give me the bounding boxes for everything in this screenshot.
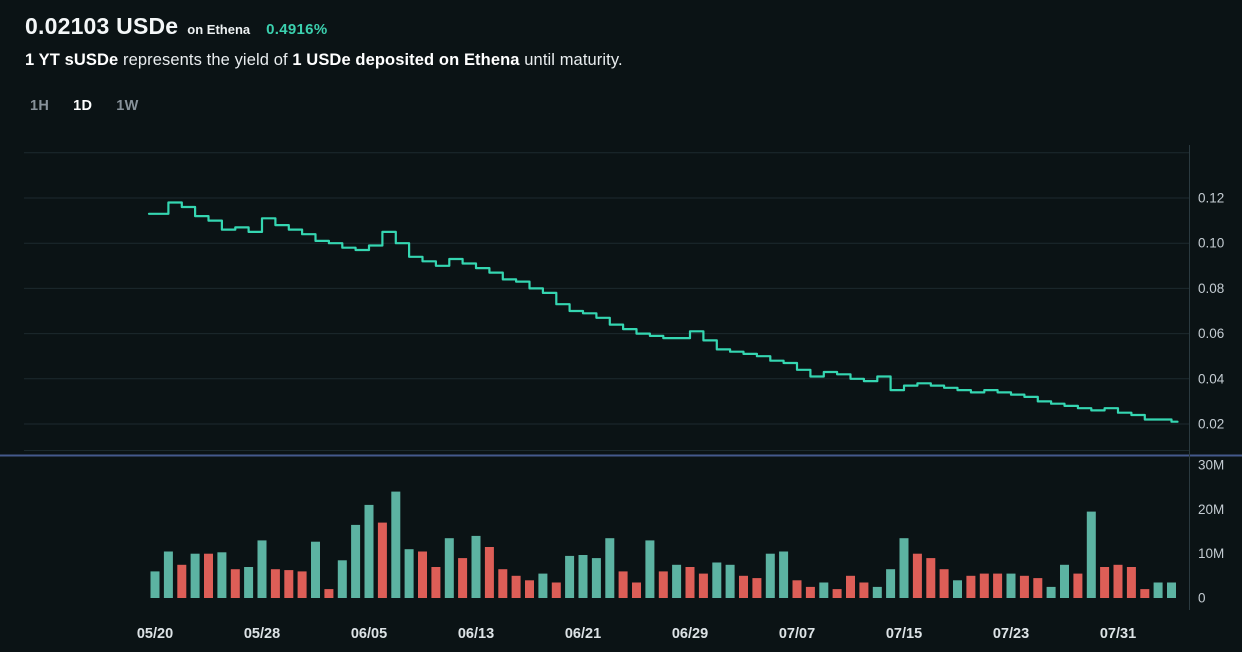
svg-text:10M: 10M [1198, 546, 1224, 561]
description-text-2: until maturity. [519, 51, 623, 69]
description-bold-deposit: 1 USDe deposited on Ethena [292, 51, 520, 69]
svg-text:06/13: 06/13 [458, 626, 494, 642]
network-label: on Ethena [187, 22, 251, 37]
price-line [147, 201, 1179, 423]
svg-text:0.10: 0.10 [1198, 236, 1224, 251]
svg-text:07/31: 07/31 [1100, 626, 1136, 642]
svg-text:07/07: 07/07 [779, 626, 815, 642]
grid-lines [24, 152, 1189, 451]
description-text-1: represents the yield of [118, 51, 293, 69]
svg-text:06/05: 06/05 [351, 626, 387, 642]
svg-text:06/21: 06/21 [565, 626, 601, 642]
yield-percentage: 0.4916% [266, 21, 328, 38]
svg-text:07/15: 07/15 [886, 626, 922, 642]
svg-text:0.04: 0.04 [1198, 371, 1225, 386]
time-axis-labels: 05/20 05/28 06/05 06/13 06/21 06/29 07/07 07/15… [137, 626, 1136, 642]
chart-description: 1 YT sUSDe represents the yield of 1 USD… [25, 51, 623, 70]
svg-text:0.06: 0.06 [1198, 326, 1224, 341]
svg-text:0: 0 [1198, 591, 1206, 606]
svg-text:0.08: 0.08 [1198, 281, 1224, 296]
range-button-1w[interactable]: 1W [116, 98, 139, 114]
title-row: 0.02103 USDe on Ethena 0.4916% [25, 13, 623, 40]
svg-text:07/23: 07/23 [993, 626, 1029, 642]
range-button-1h[interactable]: 1H [30, 98, 50, 114]
volume-axis-labels: 30M 20M 10M 0 [1198, 458, 1224, 606]
time-range-selector: 1H 1D 1W [30, 96, 139, 116]
svg-text:30M: 30M [1198, 458, 1224, 473]
svg-text:20M: 20M [1198, 502, 1224, 517]
chart-header: 0.02103 USDe on Ethena 0.4916% 1 YT sUSD… [25, 13, 623, 70]
svg-text:05/28: 05/28 [244, 626, 280, 642]
current-price: 0.02103 USDe [25, 13, 179, 39]
svg-text:0.12: 0.12 [1198, 191, 1224, 206]
svg-text:06/29: 06/29 [672, 626, 708, 642]
price-axis-labels: 0.12 0.10 0.08 0.06 0.04 0.02 [1198, 191, 1225, 432]
volume-bars [150, 491, 1176, 598]
svg-text:0.02: 0.02 [1198, 417, 1224, 432]
range-button-1d[interactable]: 1D [73, 98, 93, 114]
description-bold-asset: 1 YT sUSDe [25, 51, 119, 69]
svg-text:05/20: 05/20 [137, 626, 173, 642]
